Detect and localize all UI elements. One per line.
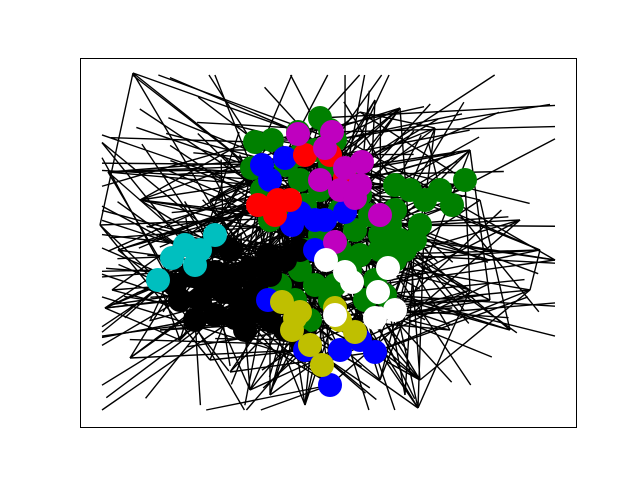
- axes-frame: [80, 58, 577, 428]
- graph-edge: [194, 319, 202, 406]
- graph-edge: [99, 72, 134, 226]
- graph-edge: [319, 104, 556, 119]
- graph-edge: [107, 179, 271, 252]
- graph-node-white: [376, 256, 400, 280]
- graph-edge: [394, 309, 509, 319]
- graph-edge: [214, 74, 253, 169]
- graph-node-black: [258, 263, 282, 287]
- graph-node-magenta: [320, 120, 344, 144]
- graph-edge: [334, 113, 463, 141]
- graph-edge: [529, 249, 541, 291]
- graph-node-yellow: [283, 306, 307, 330]
- graph-edge: [331, 125, 556, 133]
- graph-edge: [206, 384, 331, 411]
- graph-edge: [361, 74, 496, 163]
- graph-nodes: [146, 106, 477, 397]
- graph-node-black: [168, 288, 192, 312]
- graph-node-magenta: [368, 203, 392, 227]
- graph-node-blue: [318, 373, 342, 397]
- graph-node-blue: [328, 338, 352, 362]
- graph-edge: [417, 289, 471, 409]
- graph-edge: [101, 142, 186, 246]
- graph-node-red: [263, 203, 287, 227]
- graph-edge: [101, 317, 236, 411]
- graph-edge: [260, 384, 331, 411]
- graph-edge: [479, 199, 511, 331]
- graph-node-blue: [273, 146, 297, 170]
- graph-node-white: [340, 270, 364, 294]
- graph-node-green: [453, 168, 477, 192]
- graph-node-magenta: [308, 168, 332, 192]
- graph-node-cyan: [203, 223, 227, 247]
- graph-node-white: [363, 306, 387, 330]
- graph-edge: [379, 214, 539, 275]
- graph-node-green: [403, 228, 427, 252]
- graph-edge: [419, 219, 521, 226]
- graph-node-black: [238, 256, 262, 280]
- graph-edge: [132, 74, 253, 169]
- graph-edge: [141, 143, 211, 246]
- graph-edge: [104, 307, 181, 341]
- graph-edge: [132, 72, 231, 151]
- graph-node-red: [278, 188, 302, 212]
- graph-node-green: [260, 128, 284, 152]
- graph-node-white: [323, 303, 347, 327]
- graph-node-magenta: [286, 122, 310, 146]
- graph-node-yellow: [298, 333, 322, 357]
- graph-node-black: [233, 318, 257, 342]
- graph-node-white: [366, 280, 390, 304]
- graph-node-cyan: [146, 268, 170, 292]
- graph-edge: [334, 103, 551, 141]
- graph-node-magenta: [350, 150, 374, 174]
- graph-edge: [110, 137, 256, 143]
- graph-node-black: [203, 303, 227, 327]
- graph-node-yellow: [310, 353, 334, 377]
- graph-node-black: [218, 238, 242, 262]
- graph-node-blue: [258, 168, 282, 192]
- graph-node-cyan: [160, 246, 184, 270]
- graph-node-green: [303, 273, 327, 297]
- graph-node-cyan: [188, 238, 212, 262]
- graph-node-green: [343, 218, 367, 242]
- graph-node-white: [383, 298, 407, 322]
- graph-node-black: [188, 288, 212, 312]
- graph-node-green: [383, 173, 407, 197]
- graph-node-white: [314, 248, 338, 272]
- graph-node-black: [213, 280, 237, 304]
- graph-node-green: [288, 168, 312, 192]
- graph-node-green: [368, 238, 392, 262]
- graph-node-yellow: [270, 290, 294, 314]
- graph-edge: [132, 72, 299, 133]
- graph-edge: [384, 294, 556, 307]
- graph-node-black: [183, 308, 207, 332]
- graph-node-red: [293, 143, 317, 167]
- graph-edge: [419, 289, 531, 381]
- graph-edge: [377, 291, 556, 337]
- graph-edge: [464, 179, 471, 291]
- graph-node-blue: [313, 208, 337, 232]
- graph-node-green: [440, 193, 464, 217]
- graph-node-magenta: [323, 230, 347, 254]
- graph-node-magenta: [343, 186, 367, 210]
- graph-edge: [101, 169, 271, 181]
- graph-edge: [394, 209, 502, 311]
